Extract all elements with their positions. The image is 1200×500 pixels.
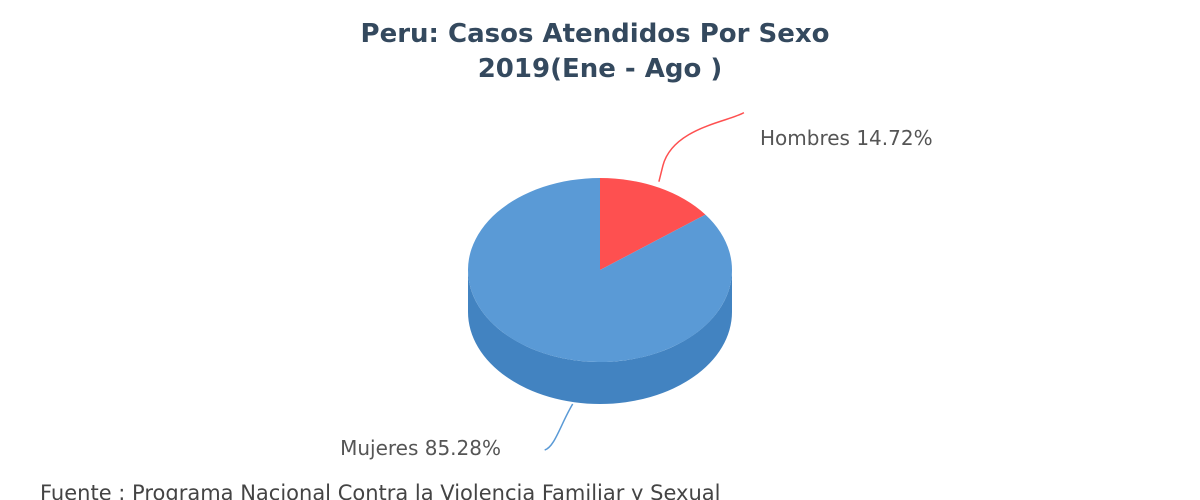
connector-hombres [658, 112, 745, 182]
pie-3d [468, 177, 733, 404]
connector-mujeres [544, 403, 574, 451]
pie-side-mujeres [468, 270, 732, 404]
slice-label-mujeres: Mujeres 85.28% [340, 436, 501, 460]
chart-title-line1: Peru: Casos Atendidos Por Sexo [361, 19, 830, 49]
source-note: Fuente : Programa Nacional Contra la Vio… [40, 481, 720, 500]
pie-slice-hombres[interactable] [600, 177, 706, 270]
chart-title-line2: 2019(Ene - Ago ) [478, 54, 723, 84]
slice-label-hombres: Hombres 14.72% [760, 126, 933, 150]
pie-slice-mujeres[interactable] [468, 178, 733, 362]
